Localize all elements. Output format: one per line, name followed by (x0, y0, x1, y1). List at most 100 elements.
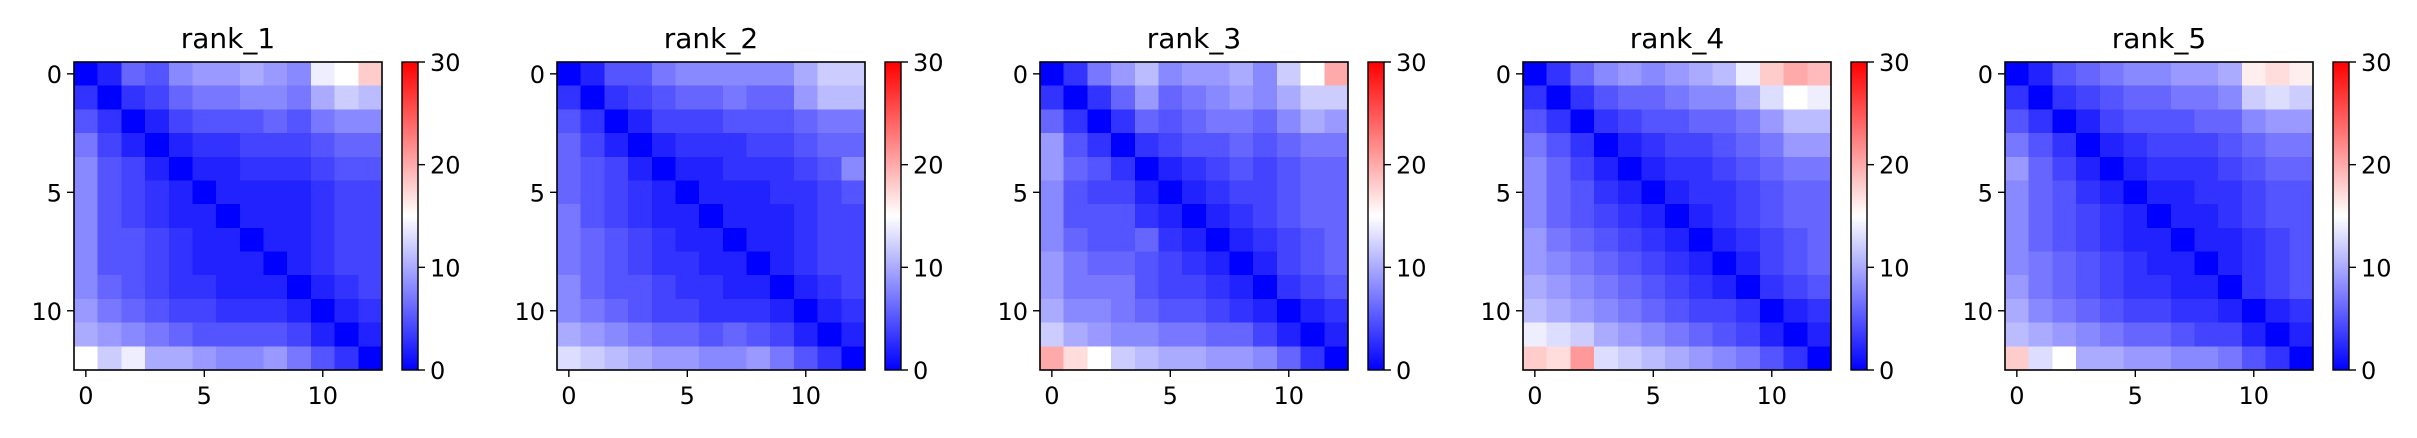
heatmap-cell (817, 62, 842, 87)
heatmap-cell (2194, 204, 2219, 229)
heatmap-cell (1134, 275, 1160, 300)
heatmap-cell (1063, 346, 1088, 371)
heatmap-cell (2076, 227, 2101, 253)
heatmap-cell (358, 346, 383, 371)
heatmap-cell (580, 346, 605, 371)
heatmap-cell (1205, 227, 1231, 253)
heatmap-cell (1807, 133, 1832, 158)
heatmap-cell (2147, 346, 2172, 371)
heatmap-cell (168, 156, 194, 182)
heatmap-cell (1040, 251, 1065, 276)
heatmap-cell (1324, 85, 1349, 110)
heatmap-cell (604, 62, 629, 87)
heatmap-cell (1182, 62, 1207, 87)
heatmap-cell (1807, 346, 1832, 371)
heatmap-cell (2289, 298, 2314, 324)
heatmap-cell (2265, 180, 2290, 205)
heatmap-cell (1229, 275, 1254, 300)
heatmap-cell (1205, 204, 1231, 229)
heatmap-cell (770, 133, 795, 158)
heatmap-cell (1087, 251, 1112, 276)
heatmap-cell (557, 85, 582, 110)
heatmap-cell (1087, 275, 1112, 300)
heatmap-cell (2052, 180, 2077, 205)
heatmap-cell (2123, 251, 2148, 276)
heatmap-cell (216, 180, 241, 205)
heatmap-cell (145, 346, 170, 371)
heatmap-cell (1759, 156, 1785, 182)
heatmap-cell (1087, 62, 1112, 87)
heatmap-cell (74, 180, 99, 205)
heatmap-cell (2265, 156, 2290, 182)
heatmap-cell (722, 180, 748, 205)
heatmap-cell (74, 133, 99, 158)
x-tick-label: 0 (78, 382, 93, 410)
heatmap-cell (817, 227, 842, 253)
x-tick-label: 0 (1527, 382, 1542, 410)
heatmap-cell (1134, 251, 1160, 276)
heatmap-cell (746, 133, 771, 158)
heatmap-cell (746, 109, 771, 134)
heatmap-cell (2289, 251, 2314, 276)
heatmap-cell (1158, 133, 1183, 158)
heatmap-cell (1712, 180, 1737, 205)
y-tick-label: 10 (514, 298, 545, 326)
heatmap-cell (2099, 204, 2125, 229)
heatmap-cell (2265, 204, 2290, 229)
heatmap-cell (121, 180, 146, 205)
heatmap-cell (1182, 85, 1207, 110)
heatmap-cell (841, 180, 866, 205)
heatmap-cell (2147, 227, 2172, 253)
heatmap-cell (1300, 85, 1325, 110)
heatmap-cell (1617, 275, 1643, 300)
x-tick-label: 0 (1044, 382, 1059, 410)
heatmap-panel-5: rank_5 0 5 10 0 5 10 0 10 20 30 (1962, 22, 2391, 410)
heatmap-cell (1063, 251, 1088, 276)
heatmap-cell (722, 346, 748, 371)
heatmap-cell (1617, 156, 1643, 182)
plot-frame (73, 61, 383, 371)
heatmap-cell (1594, 346, 1619, 371)
heatmap-cell (97, 85, 122, 110)
heatmap-cell (2170, 251, 2196, 276)
heatmap-cell (841, 109, 866, 134)
heatmap-cell (841, 322, 866, 347)
heatmap-cell (310, 275, 336, 300)
heatmap-cell (1040, 133, 1065, 158)
heatmap-cell (1063, 275, 1088, 300)
heatmap-cell (168, 275, 194, 300)
heatmap-cell (1111, 204, 1136, 229)
heatmap-cell (1087, 346, 1112, 371)
heatmap-cell (2218, 156, 2243, 182)
heatmap-cell (74, 109, 99, 134)
heatmap-cell (1546, 275, 1571, 300)
heatmap-cell (604, 346, 629, 371)
heatmap-cell (74, 204, 99, 229)
heatmap-cell (287, 156, 312, 182)
heatmap-cell (1523, 156, 1548, 182)
heatmap-cell (1736, 109, 1761, 134)
heatmap-cell (2147, 322, 2172, 347)
heatmap-cell (74, 346, 99, 371)
x-tick-label: 5 (1163, 382, 1178, 410)
heatmap-cell (192, 156, 217, 182)
colorbar-tick-label: 30 (2361, 49, 2392, 77)
heatmap-cell (1063, 156, 1088, 182)
heatmap-cell (699, 346, 724, 371)
heatmap-cell (746, 180, 771, 205)
heatmap-cell (74, 251, 99, 276)
heatmap-cell (1182, 346, 1207, 371)
heatmap-cell (1617, 227, 1643, 253)
heatmap-cell (1594, 322, 1619, 347)
heatmap-cell (192, 109, 217, 134)
heatmap-cell (358, 275, 383, 300)
heatmap-cell (1617, 109, 1643, 134)
heatmap-cell (651, 85, 677, 110)
heatmap-cell (817, 322, 842, 347)
heatmap-cell (604, 227, 629, 253)
heatmap-cell (580, 275, 605, 300)
heatmap-cell (675, 346, 700, 371)
heatmap-cell (97, 275, 122, 300)
colorbar (884, 61, 902, 371)
heatmap-cell (1523, 227, 1548, 253)
